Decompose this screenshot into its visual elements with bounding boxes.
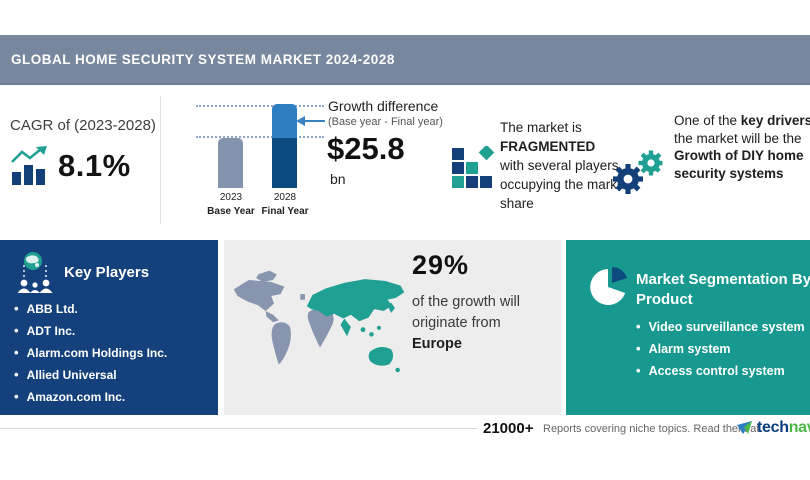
section-divider bbox=[160, 96, 161, 224]
key-players-list: ABB Ltd.ADT Inc.Alarm.com Holdings Inc.A… bbox=[14, 298, 168, 408]
fragmentation-intro: The market is bbox=[500, 120, 582, 135]
arrow-left-icon bbox=[296, 116, 305, 126]
arrow-line bbox=[305, 120, 325, 122]
segmentation-item: Video surveillance system bbox=[636, 316, 805, 338]
regional-growth-text: of the growth will originate from Europe bbox=[412, 292, 544, 355]
pie-chart-icon bbox=[590, 267, 627, 305]
base-year-caption: Base Year bbox=[207, 206, 255, 217]
fragmentation-text: The market is FRAGMENTED with several pl… bbox=[500, 118, 636, 213]
final-year-caption: Final Year bbox=[261, 206, 309, 217]
segmentation-title: Market Segmentation By Product bbox=[636, 271, 810, 308]
reference-line-final bbox=[196, 105, 324, 107]
reference-line-base bbox=[196, 136, 324, 138]
technavio-arrow-icon bbox=[737, 420, 752, 434]
bar-label-2028: 2028 Final Year bbox=[253, 191, 317, 219]
reports-caption: Reports covering niche topics. Read them… bbox=[543, 423, 760, 435]
page-title: GLOBAL HOME SECURITY SYSTEM MARKET 2024-… bbox=[11, 51, 395, 67]
growth-difference-unit: bn bbox=[330, 171, 346, 187]
key-player-item: ADT Inc. bbox=[14, 320, 167, 342]
bar-growth-icon bbox=[11, 146, 47, 185]
final-year: 2028 bbox=[273, 192, 297, 203]
cagr-label: CAGR of (2023-2028) bbox=[10, 117, 156, 134]
segmentation-list: Video surveillance systemAlarm systemAcc… bbox=[636, 316, 805, 382]
driver-bold-2: Growth of DIY home security systems bbox=[674, 148, 804, 181]
regional-growth-value: 29% bbox=[412, 250, 470, 280]
fragmentation-rest: with several players occupying the marke… bbox=[500, 158, 629, 211]
regional-growth-sentence: of the growth will originate from bbox=[412, 294, 520, 331]
growth-difference-title: Growth difference bbox=[328, 98, 439, 114]
technavio-logo: technavio bbox=[737, 419, 810, 437]
bar-2028-growth-segment bbox=[272, 104, 297, 138]
driver-middle: of the market will be the bbox=[674, 130, 802, 146]
brand-navio: navio bbox=[788, 419, 810, 436]
segmentation-item: Access control system bbox=[636, 360, 805, 382]
reports-count: 21000+ bbox=[483, 420, 534, 437]
key-players-title: Key Players bbox=[64, 264, 150, 281]
bar-2028-base-segment bbox=[272, 138, 297, 188]
key-player-item: ABB Ltd. bbox=[14, 298, 167, 320]
key-player-item: Allied Universal bbox=[14, 364, 167, 386]
base-year: 2023 bbox=[219, 192, 243, 203]
regional-growth-region: Europe bbox=[412, 336, 462, 352]
key-driver-text: One of the key drivers of the market wil… bbox=[674, 112, 810, 182]
fragmented-squares-icon bbox=[452, 146, 495, 188]
brand-tech: tech bbox=[757, 419, 789, 436]
segmentation-item: Alarm system bbox=[636, 338, 805, 360]
gears-icon bbox=[613, 150, 663, 194]
bar-2023 bbox=[218, 138, 243, 188]
regional-growth-panel: 29% of the growth will originate from Eu… bbox=[224, 240, 561, 415]
driver-bold-1: key drivers bbox=[740, 113, 810, 128]
segmentation-panel: Market Segmentation By Product Video sur… bbox=[566, 240, 810, 415]
cagr-value: 8.1% bbox=[58, 148, 131, 183]
key-players-icon bbox=[17, 252, 53, 293]
key-player-item: Amazon.com Inc. bbox=[14, 386, 167, 408]
footer-divider bbox=[0, 428, 477, 429]
bar-label-2023: 2023 Base Year bbox=[199, 191, 263, 219]
growth-difference-value: $25.8 bbox=[327, 131, 405, 166]
fragmentation-highlight: FRAGMENTED bbox=[500, 139, 596, 154]
growth-difference-subtitle: (Base year - Final year) bbox=[328, 116, 443, 128]
driver-prefix: One of the bbox=[674, 113, 741, 128]
world-map bbox=[233, 270, 405, 373]
header-bar: GLOBAL HOME SECURITY SYSTEM MARKET 2024-… bbox=[0, 35, 810, 85]
key-players-panel: Key Players ABB Ltd.ADT Inc.Alarm.com Ho… bbox=[0, 240, 218, 415]
key-player-item: Alarm.com Holdings Inc. bbox=[14, 342, 168, 364]
